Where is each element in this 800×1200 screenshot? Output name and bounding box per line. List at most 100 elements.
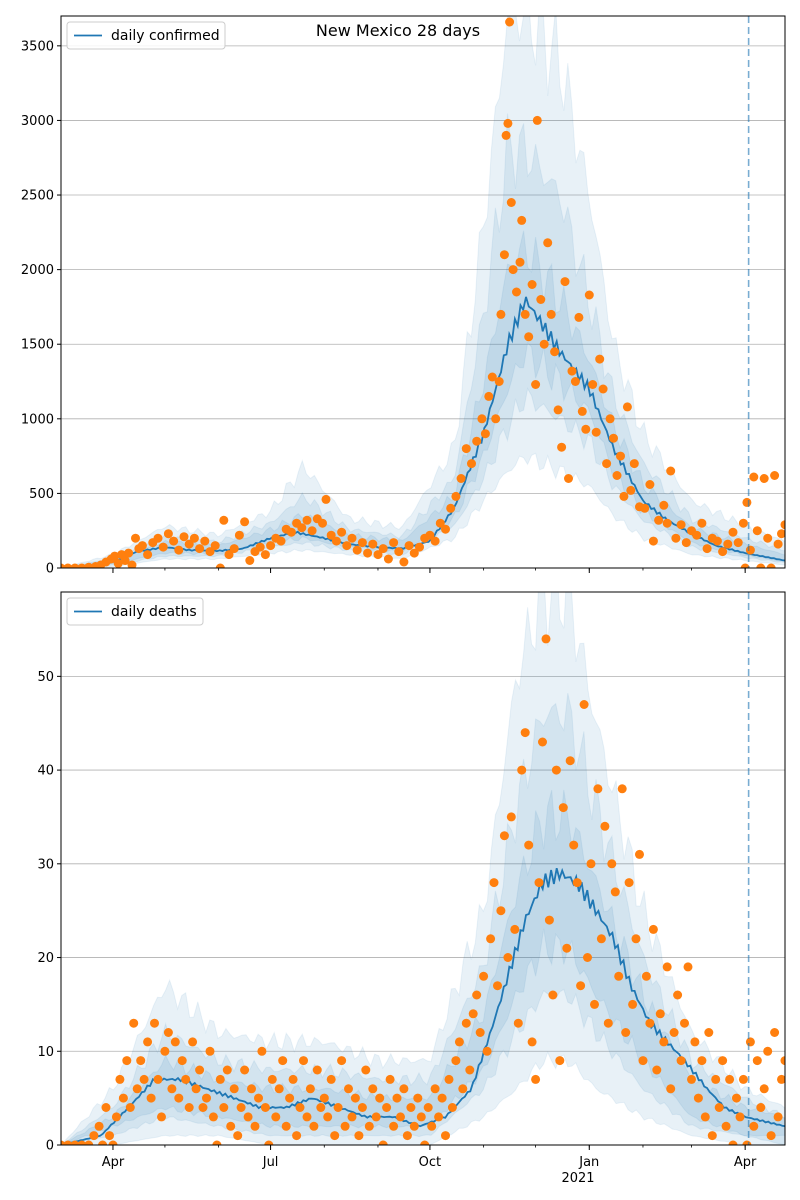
observed-point (378, 1140, 388, 1145)
observed-point (205, 547, 215, 557)
observed-point (143, 1037, 153, 1047)
observed-point (590, 999, 599, 1009)
observed-point (728, 527, 738, 537)
observed-point (640, 503, 650, 513)
observed-point (732, 1093, 741, 1103)
observed-point (326, 1074, 336, 1084)
x-year-label: 2021 (561, 1171, 594, 1186)
observed-point (766, 1131, 776, 1141)
observed-point (652, 1065, 662, 1075)
observed-point (402, 1131, 412, 1141)
observed-point (487, 372, 497, 382)
observed-point (662, 518, 672, 528)
observed-point (773, 1112, 783, 1122)
observed-point (465, 1065, 475, 1075)
observed-point (174, 1093, 184, 1103)
observed-point (409, 1121, 419, 1131)
observed-point (780, 520, 785, 530)
observed-point (181, 1074, 191, 1084)
observed-point (111, 1112, 121, 1122)
observed-point (576, 981, 586, 991)
observed-point (247, 1084, 256, 1094)
observed-point (392, 1093, 402, 1103)
observed-point (513, 1018, 523, 1028)
observed-point (316, 1103, 326, 1112)
observed-point (493, 981, 502, 991)
observed-point (508, 265, 518, 275)
observed-point (226, 1121, 236, 1131)
observed-point (756, 563, 766, 568)
observed-point (602, 459, 612, 469)
observed-point (742, 497, 752, 507)
observed-point (534, 878, 544, 888)
observed-point (212, 1140, 222, 1145)
observed-point (579, 700, 589, 709)
observed-point (234, 530, 244, 540)
legend-label: daily deaths (111, 604, 197, 620)
observed-point (434, 1112, 444, 1122)
observed-point (475, 1028, 485, 1037)
observed-point (763, 1046, 773, 1056)
observed-point (539, 339, 549, 349)
observed-point (385, 1074, 395, 1084)
observed-point (527, 1037, 537, 1047)
observed-point (551, 765, 561, 775)
observed-point (383, 554, 393, 564)
observed-point (447, 1103, 457, 1112)
observed-point (553, 405, 563, 415)
observed-point (624, 878, 634, 888)
observed-point (777, 529, 785, 539)
observed-point (550, 347, 560, 357)
y-tick-label: 3500 (21, 39, 54, 54)
observed-point (564, 474, 573, 483)
observed-point (441, 524, 450, 534)
observed-point (570, 377, 580, 386)
observed-point (659, 500, 669, 510)
observed-point (70, 563, 80, 568)
observed-point (179, 532, 189, 542)
observed-point (191, 1084, 201, 1094)
observed-point (598, 384, 608, 394)
observed-point (557, 442, 567, 452)
observed-point (733, 538, 743, 548)
observed-point (745, 1037, 755, 1047)
observed-point (538, 737, 547, 747)
observed-point (555, 1056, 565, 1066)
observed-point (389, 538, 399, 548)
observed-point (378, 544, 388, 554)
observed-point (770, 471, 780, 480)
observed-point (697, 1056, 707, 1066)
observed-point (208, 1112, 218, 1122)
observed-point (77, 563, 87, 568)
observed-point (572, 878, 582, 888)
y-tick-label: 20 (37, 951, 54, 966)
observed-point (352, 545, 362, 555)
observed-point (108, 1140, 118, 1145)
observed-point (586, 859, 596, 869)
observed-point (531, 380, 541, 389)
observed-point (435, 518, 445, 528)
observed-point (616, 451, 625, 461)
observed-point (581, 424, 591, 434)
y-tick-label: 2000 (21, 263, 54, 278)
y-tick-label: 1500 (21, 338, 54, 353)
observed-point (363, 548, 373, 558)
legend-box (66, 597, 204, 626)
y-tick-label: 0 (46, 1139, 54, 1154)
observed-point (725, 1074, 735, 1084)
y-tick-label: 30 (37, 857, 54, 872)
observed-point (276, 536, 286, 546)
observed-point (738, 518, 748, 528)
observed-point (406, 1103, 416, 1112)
observed-point (524, 840, 534, 850)
observed-point (127, 560, 137, 568)
observed-point (718, 1056, 728, 1066)
observed-point (740, 563, 750, 568)
observed-point (702, 544, 712, 554)
observed-point (364, 1121, 374, 1131)
observed-point (250, 1121, 260, 1131)
observed-point (773, 539, 783, 549)
observed-point (157, 1112, 166, 1122)
observed-point (278, 1056, 288, 1066)
observed-point (120, 556, 130, 565)
